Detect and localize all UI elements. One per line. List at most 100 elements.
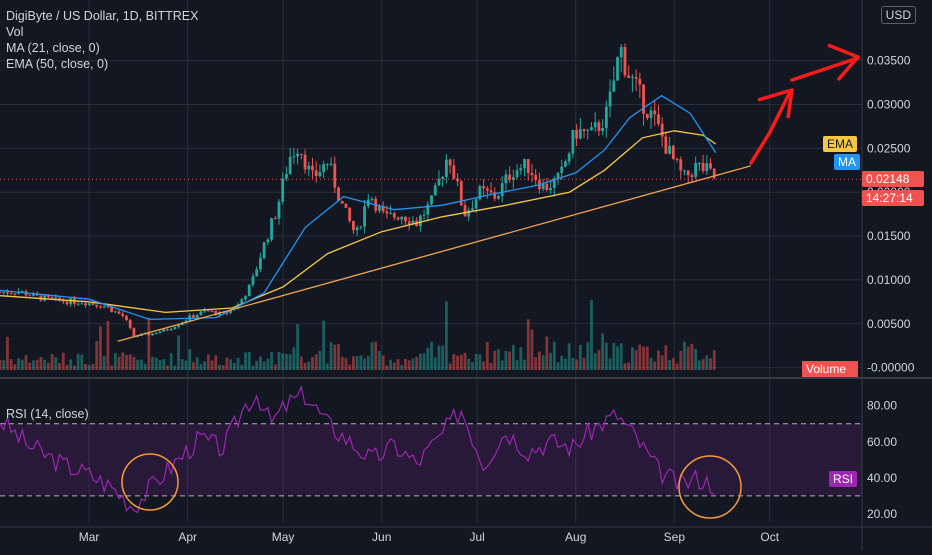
symbol-title[interactable]: DigiByte / US Dollar, 1D, BITTREX	[6, 9, 199, 23]
candle-body	[69, 298, 73, 305]
volume-bar	[616, 346, 619, 370]
candle-body	[575, 129, 578, 139]
volume-bar	[471, 362, 474, 370]
rsi-tick-label: 60.00	[867, 435, 897, 449]
candle-body	[608, 91, 612, 107]
candle-body	[385, 211, 389, 214]
volume-bar	[206, 354, 210, 370]
volume-bar	[552, 341, 556, 370]
rsi-line	[0, 385, 715, 514]
candle-body	[552, 178, 556, 188]
candle-body	[91, 303, 95, 305]
volume-bar	[199, 364, 203, 370]
volume-bar	[497, 349, 500, 370]
candle-body	[162, 329, 166, 332]
volume-bar	[653, 361, 657, 370]
volume-bar	[151, 356, 154, 370]
volume-bar	[125, 354, 128, 370]
volume-bar	[422, 353, 426, 370]
candle-body	[515, 170, 519, 178]
volume-bar	[671, 358, 675, 370]
candle-body	[2, 291, 6, 293]
candle-body	[344, 203, 348, 208]
volume-bar	[180, 359, 184, 370]
volume-bar	[329, 342, 333, 370]
volume-bar	[389, 359, 392, 370]
volume-bar	[337, 344, 340, 370]
candle-body	[526, 159, 530, 173]
volume-bar	[2, 360, 6, 370]
candle-body	[363, 206, 366, 227]
candle-body	[627, 75, 631, 78]
volume-bar	[139, 359, 143, 370]
volume-bar	[184, 360, 188, 370]
candle-body	[61, 300, 65, 302]
volume-bar	[445, 301, 448, 370]
candle-body	[418, 215, 422, 227]
volume-bar	[39, 356, 43, 370]
candle-body	[95, 304, 99, 307]
currency-button[interactable]: USD	[880, 6, 916, 24]
candle-body	[292, 156, 296, 158]
candle-body	[210, 310, 214, 312]
candle-body	[712, 168, 716, 179]
candle-body	[199, 311, 203, 316]
candle-body	[247, 284, 251, 297]
volume-bar	[173, 365, 177, 370]
candle-body	[285, 174, 288, 179]
candle-body	[9, 293, 13, 295]
volume-bar	[415, 357, 419, 370]
candle-body	[530, 172, 534, 175]
volume-bar	[277, 352, 281, 370]
volume-bar	[28, 362, 32, 370]
candle-body	[411, 220, 415, 225]
volume-bar	[355, 356, 359, 370]
candle-body	[437, 178, 441, 186]
candle-body	[601, 128, 605, 132]
volume-bar	[601, 333, 605, 370]
volume-bar	[266, 358, 270, 370]
candle-body	[430, 195, 433, 205]
candle-body	[0, 292, 2, 294]
candle-body	[259, 258, 262, 270]
legend-volume[interactable]: Vol	[6, 25, 24, 39]
rsi-band-fill	[0, 423, 862, 496]
x-tick-label: Apr	[178, 530, 197, 544]
volume-bar	[325, 363, 329, 370]
volume-bar	[411, 358, 415, 370]
x-tick-label: May	[272, 530, 295, 544]
volume-bar	[247, 352, 251, 370]
volume-bar	[526, 319, 530, 370]
candle-body	[493, 192, 497, 199]
candle-body	[58, 297, 61, 301]
volume-bar	[9, 359, 13, 370]
candle-body	[87, 303, 91, 306]
candle-body	[229, 309, 233, 313]
candle-body	[482, 186, 485, 189]
price-tick-label: 0.03500	[867, 54, 911, 68]
candle-body	[545, 183, 549, 191]
volume-bar	[556, 362, 560, 370]
volume-bar	[437, 345, 441, 370]
candle-body	[578, 129, 582, 139]
price-tick-label: 0.01000	[867, 273, 911, 287]
candle-body	[433, 185, 437, 196]
volume-bar	[121, 352, 125, 370]
volume-bar	[80, 354, 84, 370]
legend-ma[interactable]: MA (21, close, 0)	[6, 41, 100, 55]
volume-bar	[340, 357, 344, 370]
volume-bar	[303, 363, 307, 370]
candle-body	[80, 303, 84, 305]
volume-bar	[370, 342, 374, 370]
candle-body	[549, 187, 552, 191]
volume-bar	[17, 358, 20, 370]
candle-body	[206, 310, 210, 312]
legend-ema[interactable]: EMA (50, close, 0)	[6, 57, 109, 71]
volume-bar	[523, 359, 526, 370]
volume-bar	[590, 300, 593, 370]
volume-bar	[638, 344, 642, 370]
volume-bar	[493, 350, 497, 370]
rsi-title[interactable]: RSI (14, close)	[6, 407, 89, 421]
volume-bar	[296, 324, 299, 370]
candle-body	[325, 164, 329, 166]
